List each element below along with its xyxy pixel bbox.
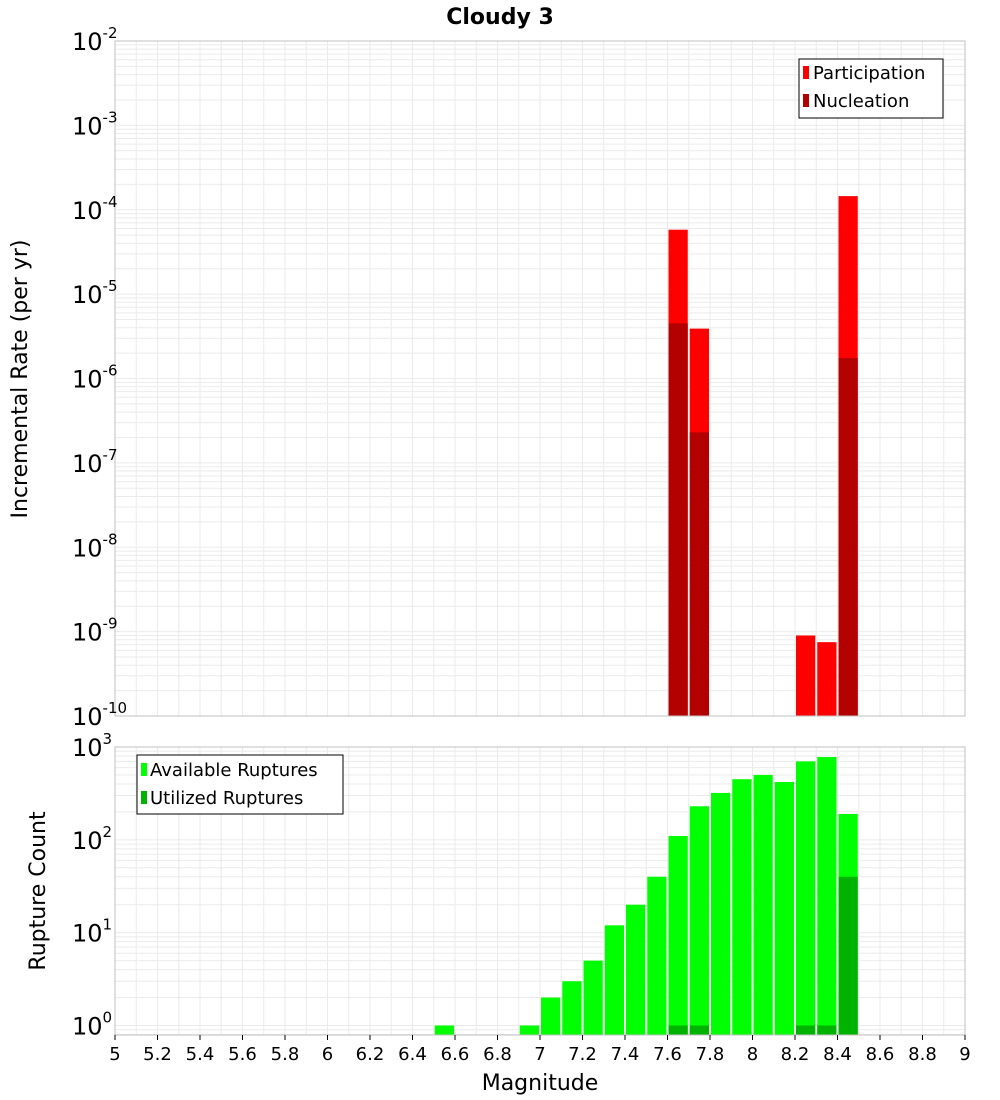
x-tick-label: 7.2 (568, 1044, 597, 1065)
bottom-bar-available (689, 806, 709, 1035)
bottom-bar-available (541, 997, 561, 1035)
legend-label-participation: Participation (813, 63, 925, 84)
x-tick-label: 7.8 (696, 1044, 725, 1065)
x-tick-label: 7.4 (611, 1044, 640, 1065)
top-y-tick-label: 10-10 (72, 699, 127, 731)
top-y-tick-label: 10-4 (72, 193, 118, 225)
bottom-bar-utilized (838, 876, 858, 1035)
x-tick-label: 7.6 (653, 1044, 682, 1065)
top-bar-participation (817, 642, 837, 716)
bottom-y-tick-label: 103 (72, 730, 112, 762)
top-legend-box (798, 58, 944, 119)
x-tick-label: 6 (322, 1044, 333, 1065)
top-bar-nucleation (689, 432, 709, 716)
bottom-bar-available (753, 774, 773, 1035)
x-tick-label: 8.6 (866, 1044, 895, 1065)
x-tick-label: 8.4 (823, 1044, 852, 1065)
x-tick-label: 6.6 (441, 1044, 470, 1065)
x-tick-label: 8 (747, 1044, 758, 1065)
top-plot-frame (114, 40, 966, 717)
top-bar-participation (796, 635, 816, 716)
top-legend: Participation Nucleation (798, 58, 944, 119)
bottom-bar-available (711, 792, 731, 1035)
bottom-bar-available (583, 960, 603, 1035)
top-y-tick-label: 10-7 (72, 446, 118, 478)
x-axis-label: Magnitude (482, 1071, 599, 1096)
legend-swatch-nucleation (803, 94, 809, 107)
top-bar-nucleation (668, 323, 688, 716)
bottom-legend-box (136, 754, 344, 815)
bottom-bar-available (732, 779, 752, 1035)
top-y-tick-label: 10-6 (72, 362, 118, 394)
x-tick-label: 6.4 (398, 1044, 427, 1065)
top-y-axis-label: Incremental Rate (per yr) (8, 240, 33, 519)
top-y-tick-label: 10-5 (72, 277, 118, 309)
top-panel: 10-2 10-3 10-4 10-5 10-6 10-7 10-8 10-9 10-10 In… (8, 24, 966, 731)
x-tick-label: 6.8 (483, 1044, 512, 1065)
x-tick-label: 5.6 (228, 1044, 257, 1065)
x-tick-label: 8.8 (908, 1044, 937, 1065)
bottom-legend: Available Ruptures Utilized Ruptures (136, 754, 344, 815)
top-y-tick-label: 10-9 (72, 615, 118, 647)
bottom-y-tick-label: 101 (72, 916, 112, 948)
bottom-bar-utilized (689, 1025, 709, 1035)
legend-swatch-participation (803, 66, 809, 79)
bottom-bar-available (796, 761, 816, 1035)
bottom-y-tick-labels: 103 102 101 100 (72, 730, 112, 1040)
x-tick-label: 5.2 (143, 1044, 172, 1065)
bottom-bar-available (434, 1025, 454, 1035)
bottom-bar-available (774, 781, 794, 1035)
x-tick-label: 8.2 (781, 1044, 810, 1065)
bottom-y-tick-label: 102 (72, 823, 112, 855)
legend-swatch-utilized (141, 791, 147, 804)
top-y-tick-label: 10-3 (72, 108, 118, 140)
x-tick-label: 5 (109, 1044, 120, 1065)
bottom-y-axis-label: Rupture Count (26, 811, 51, 971)
x-tick-label: 9 (959, 1044, 970, 1065)
x-tick-label: 7 (534, 1044, 545, 1065)
bottom-bar-available (668, 835, 688, 1035)
x-tick-labels: 5 5.2 5.4 5.6 5.8 6 6.2 6.4 6.6 6.8 7 7.2 7.4 7.6 7.8 8… (109, 1035, 971, 1065)
bottom-panel: 103 102 101 100 Rupture Count Available Rup… (26, 730, 966, 1040)
bottom-bar-available (817, 757, 837, 1035)
bottom-bars (434, 757, 858, 1035)
bottom-bar-utilized (796, 1025, 816, 1035)
top-bars (668, 196, 858, 717)
legend-label-nucleation: Nucleation (813, 91, 909, 112)
top-y-tick-labels: 10-2 10-3 10-4 10-5 10-6 10-7 10-8 10-9 10-10 (72, 24, 127, 731)
bottom-bar-available (562, 981, 582, 1035)
bottom-bar-available (626, 904, 646, 1035)
legend-label-utilized: Utilized Ruptures (150, 788, 303, 809)
x-tick-label: 5.4 (186, 1044, 215, 1065)
bottom-y-tick-label: 100 (72, 1008, 112, 1040)
top-bar-nucleation (838, 357, 858, 716)
bottom-bar-available (519, 1025, 539, 1035)
chart-title: Cloudy 3 (446, 5, 554, 30)
bottom-bar-available (604, 925, 624, 1035)
legend-label-available: Available Ruptures (150, 760, 318, 781)
top-y-tick-label: 10-8 (72, 530, 118, 562)
bottom-bar-available (647, 876, 667, 1035)
x-tick-label: 5.8 (271, 1044, 300, 1065)
bottom-bar-utilized (817, 1025, 837, 1035)
bottom-bar-utilized (668, 1025, 688, 1035)
top-y-tick-label: 10-2 (72, 24, 118, 56)
x-tick-label: 6.2 (356, 1044, 385, 1065)
legend-swatch-available (141, 763, 147, 776)
top-grid (114, 41, 966, 717)
